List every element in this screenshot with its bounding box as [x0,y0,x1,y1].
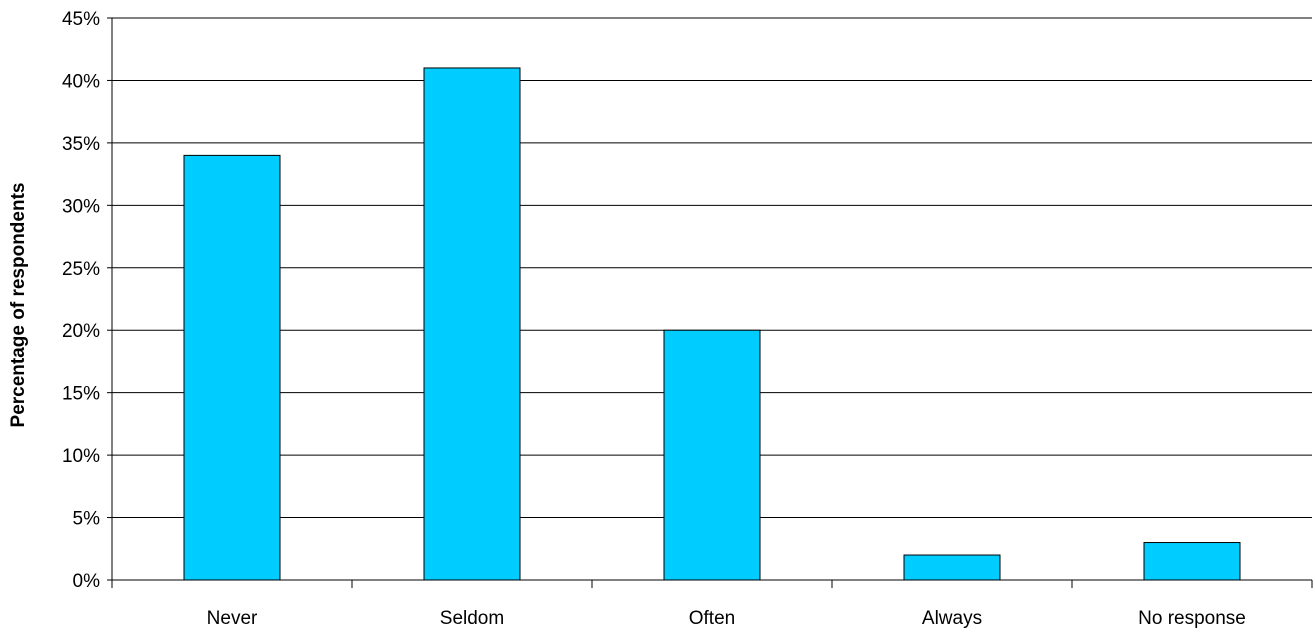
axes [107,17,1313,588]
y-tick-label: 30% [62,196,100,217]
bar-often [663,329,761,581]
x-tick-labels: Never Seldom Often Always No response [207,608,1246,629]
x-tick-label: Never [207,608,258,629]
x-tick-label: No response [1138,608,1246,629]
bar-always [903,554,1001,581]
bar-never [183,154,281,581]
x-tick-label: Often [689,608,735,629]
y-tick-label: 10% [62,446,100,467]
bar-no-response [1143,542,1241,581]
y-tick-label: 15% [62,384,100,405]
y-tick-label: 5% [73,509,101,530]
y-tick-label: 0% [73,571,101,592]
y-tick-labels: 0% 5% 10% 15% 20% 25% 30% 35% 40% 45% [62,9,100,592]
bar-seldom [423,67,521,581]
y-tick-label: 25% [62,259,100,280]
x-tick-label: Seldom [440,608,504,629]
y-tick-label: 40% [62,71,100,92]
y-tick-label: 20% [62,321,100,342]
x-tick-label: Always [922,608,982,629]
y-tick-label: 45% [62,9,100,30]
y-axis-title: Percentage of respondents [8,183,29,428]
bars [183,67,1241,581]
gridlines [112,17,1312,519]
y-tick-label: 35% [62,134,100,155]
